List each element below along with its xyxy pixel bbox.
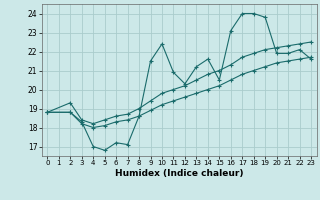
X-axis label: Humidex (Indice chaleur): Humidex (Indice chaleur) bbox=[115, 169, 244, 178]
